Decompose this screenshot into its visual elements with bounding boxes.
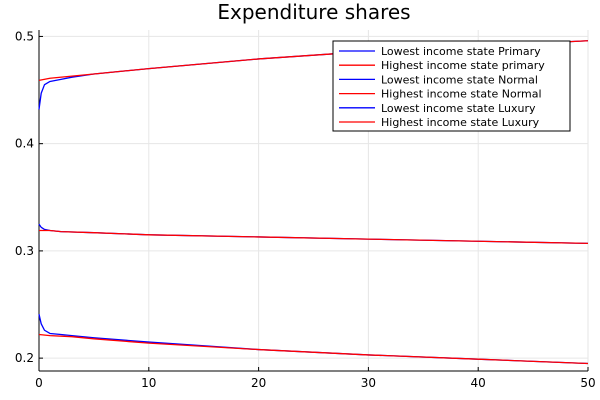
legend-label-4: Lowest income state Luxury bbox=[381, 102, 536, 115]
x-tick-label-5: 50 bbox=[580, 376, 595, 390]
series-line-4 bbox=[38, 314, 589, 365]
y-tick-label-3: 0.5 bbox=[15, 29, 34, 43]
series-line-3 bbox=[39, 229, 589, 245]
x-tick-label-4: 40 bbox=[471, 376, 486, 390]
legend-label-0: Lowest income state Primary bbox=[381, 45, 541, 58]
legend-label-5: Highest income state Luxury bbox=[381, 116, 540, 129]
legend-label-3: Highest income state Normal bbox=[381, 88, 542, 101]
y-tick-label-1: 0.3 bbox=[15, 244, 34, 258]
axes: 0 10 20 30 40 50 0.2 0.3 0.4 0.5 bbox=[15, 29, 596, 390]
legend-label-2: Lowest income state Normal bbox=[381, 73, 538, 86]
y-tick-label-2: 0.4 bbox=[15, 137, 34, 151]
legend-label-1: Highest income state primary bbox=[381, 59, 545, 72]
x-tick-label-2: 20 bbox=[251, 376, 266, 390]
chart-title: Expenditure shares bbox=[217, 0, 410, 24]
legend-box bbox=[332, 40, 571, 132]
x-tick-label-3: 30 bbox=[361, 376, 376, 390]
x-tick-label-0: 0 bbox=[35, 376, 43, 390]
y-tick-label-0: 0.2 bbox=[15, 351, 34, 365]
series-line-5 bbox=[38, 333, 589, 365]
x-tick-label-1: 10 bbox=[141, 376, 156, 390]
grid bbox=[38, 30, 589, 371]
